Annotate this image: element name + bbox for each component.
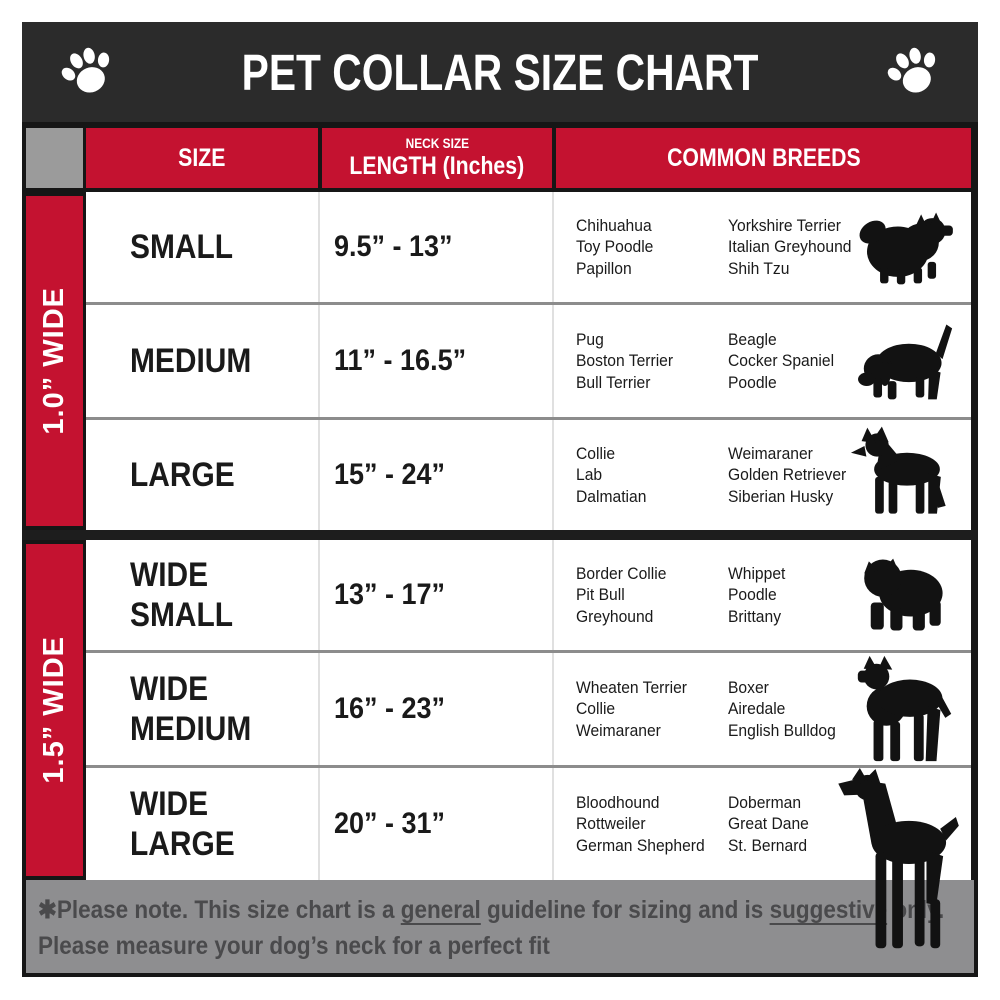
size-cell: MEDIUM (130, 342, 252, 380)
section-label: 1.5” WIDE (38, 636, 70, 784)
bulldog-silhouette-icon (841, 540, 967, 650)
paw-icon (887, 47, 936, 93)
corner-spacer (26, 128, 83, 188)
footer-line-2: Please measure your dog’s neck for a per… (38, 932, 550, 960)
row-divider (86, 765, 971, 768)
neck-length-cell: 13” - 17” (334, 578, 446, 611)
size-cell: LARGE (130, 456, 235, 494)
chart-container: PET COLLAR SIZE CHART SIZE NECK SIZE LEN… (22, 22, 978, 977)
title-band: PET COLLAR SIZE CHART (22, 22, 978, 122)
row-divider (86, 650, 971, 653)
table-body: SMALL 9.5” - 13” Chihuahua Toy Poodle Pa… (86, 192, 971, 949)
column-header-size-label: SIZE (178, 143, 226, 172)
footer-line-1: ✱Please note. This size chart is a gener… (38, 896, 944, 924)
section-divider (22, 530, 978, 540)
column-header-breeds: COMMON BREEDS (556, 128, 971, 188)
neck-length-cell: 9.5” - 13” (334, 230, 453, 263)
neck-length-cell: 16” - 23” (334, 692, 446, 725)
footer-note: ✱Please note. This size chart is a gener… (26, 880, 974, 973)
neck-length-cell: 15” - 24” (334, 458, 446, 491)
paw-icon (61, 47, 110, 93)
size-cell: WIDE MEDIUM (130, 670, 252, 748)
page-title: PET COLLAR SIZE CHART (241, 43, 759, 101)
row-divider (86, 302, 971, 305)
column-header-breeds-label: COMMON BREEDS (666, 143, 861, 172)
breeds-cell: Border Collie Pit Bull Greyhound Whippet… (552, 540, 971, 650)
breeds-cell: Wheaten Terrier Collie Weimaraner Boxer … (552, 653, 971, 765)
pitbull-silhouette-icon (841, 653, 967, 765)
beagle-silhouette-icon (841, 305, 967, 417)
shepherd-silhouette-icon (841, 420, 967, 530)
section-band-1-5-inch-wide: 1.5” WIDE (26, 544, 83, 876)
neck-length-cell: 20” - 31” (334, 807, 446, 840)
table-row-small: SMALL 9.5” - 13” Chihuahua Toy Poodle Pa… (86, 192, 971, 302)
breeds-cell: Collie Lab Dalmatian Weimaraner Golden R… (552, 420, 971, 530)
size-cell: WIDE SMALL (130, 556, 234, 634)
table-row-large: LARGE 15” - 24” Collie Lab Dalmatian Wei… (86, 420, 971, 530)
row-divider (86, 417, 971, 420)
breeds-cell: Chihuahua Toy Poodle Papillon Yorkshire … (552, 192, 971, 302)
table-row-wide-medium: WIDE MEDIUM 16” - 23” Wheaten Terrier Co… (86, 653, 971, 765)
section-label: 1.0” WIDE (38, 287, 70, 435)
size-cell: SMALL (130, 228, 234, 266)
table-row-medium: MEDIUM 11” - 16.5” Pug Boston Terrier Bu… (86, 305, 971, 417)
table-row-wide-large: WIDE LARGE 20” - 31” Bloodhound Rottweil… (86, 767, 971, 949)
table-row-wide-small: WIDE SMALL 13” - 17” Border Collie Pit B… (86, 540, 971, 650)
breeds-cell: Pug Boston Terrier Bull Terrier Beagle C… (552, 305, 971, 417)
pomeranian-silhouette-icon (841, 192, 967, 302)
size-cell: WIDE LARGE (130, 785, 235, 863)
breeds-cell: Bloodhound Rottweiler German Shepherd Do… (552, 767, 971, 949)
section-band-1-inch-wide: 1.0” WIDE (26, 196, 83, 526)
column-header-length: NECK SIZE LENGTH (Inches) (322, 128, 552, 188)
doberman-silhouette-icon (838, 767, 967, 949)
neck-length-cell: 11” - 16.5” (334, 344, 467, 377)
column-header-necksize-label: NECK SIZE (405, 135, 469, 151)
column-header-length-label: LENGTH (Inches) (349, 152, 525, 180)
column-header-size: SIZE (86, 128, 318, 188)
